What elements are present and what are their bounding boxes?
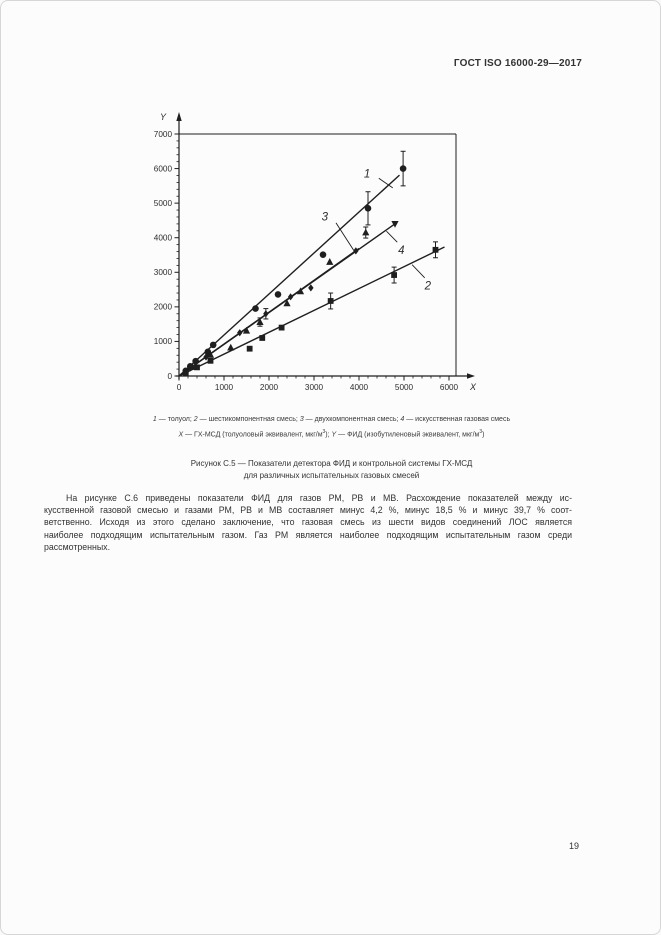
figure-legend-axes-line: X — ГХ-МСД (толуоловый эквивалент, мкг/м… — [178, 429, 485, 439]
svg-text:Y: Y — [160, 112, 167, 122]
svg-text:7000: 7000 — [154, 130, 173, 139]
fid-gcms-scatter-chart: 0 1000 2000 3000 4000 5000 6000 0 1000 2000 3000 40… — [154, 112, 477, 392]
paragraph-line: На рисунке С.6 приведены показатели ФИД … — [66, 493, 572, 503]
svg-text:3000: 3000 — [305, 383, 324, 392]
figure-caption: Рисунок С.5 — Показатели детектора ФИД и… — [1, 458, 660, 482]
figure-c5-chart: 0 1000 2000 3000 4000 5000 6000 0 1000 2000 3000 40… — [141, 106, 486, 406]
figure-caption-line2: для различных испытательных газовых смес… — [243, 471, 420, 480]
svg-text:2000: 2000 — [154, 303, 173, 312]
svg-text:4000: 4000 — [154, 234, 173, 243]
svg-text:2: 2 — [424, 281, 432, 293]
figure-legend-series-line: 1 — толуол; 2 — шестикомпонентная смесь;… — [152, 416, 511, 423]
svg-text:0: 0 — [177, 383, 182, 392]
svg-text:1000: 1000 — [154, 337, 173, 346]
paragraph-line: кусственной газовой смесью и газами РМ, … — [44, 505, 572, 516]
svg-text:X: X — [469, 382, 477, 392]
svg-text:3000: 3000 — [154, 268, 173, 277]
figure-legend: 1 — толуол; 2 — шестикомпонентная смесь;… — [1, 414, 660, 441]
paragraph-line: рассмотренных. — [44, 541, 111, 552]
svg-text:6000: 6000 — [154, 164, 173, 173]
svg-text:4000: 4000 — [350, 383, 369, 392]
svg-text:6000: 6000 — [440, 383, 459, 392]
svg-text:3: 3 — [322, 211, 329, 223]
paragraph-line: ветственно. Исходя из этого сделано закл… — [44, 517, 572, 528]
document-header: ГОСТ ISO 16000-29—2017 — [453, 58, 582, 69]
svg-text:1000: 1000 — [215, 383, 234, 392]
svg-text:4: 4 — [398, 245, 404, 257]
svg-text:5000: 5000 — [154, 199, 173, 208]
body-paragraph: На рисунке С.6 приведены показатели ФИД … — [44, 492, 572, 553]
figure-caption-line1: Рисунок С.5 — Показатели детектора ФИД и… — [190, 459, 473, 468]
paragraph-line: наиболее подходящим испытательным газом.… — [44, 529, 572, 540]
svg-text:2000: 2000 — [260, 383, 279, 392]
svg-text:1: 1 — [364, 168, 370, 180]
svg-text:5000: 5000 — [395, 383, 414, 392]
page-number: 19 — [568, 841, 579, 851]
svg-text:0: 0 — [167, 372, 172, 381]
